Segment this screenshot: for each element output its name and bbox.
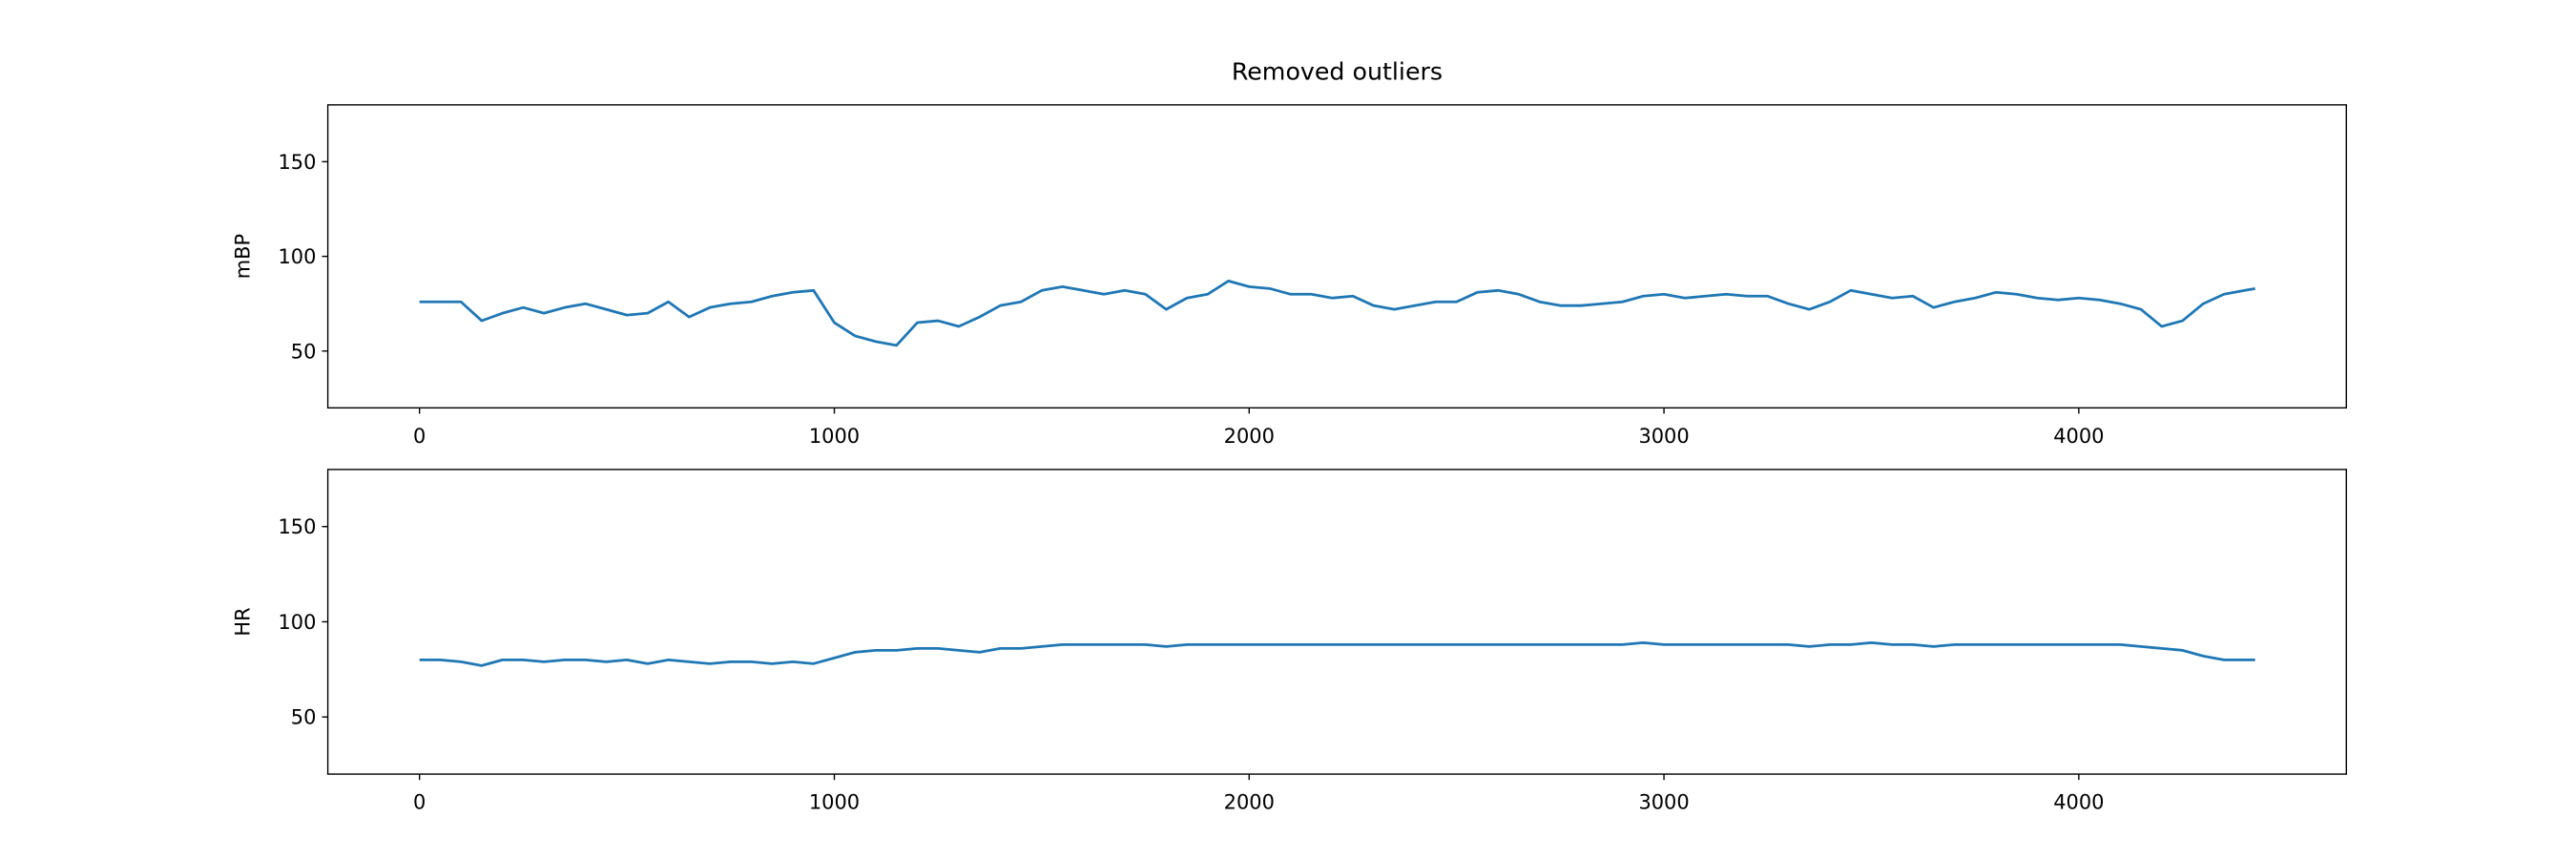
x-tick-label: 0 (413, 425, 426, 448)
y-axis-label: mBP (232, 234, 255, 279)
x-tick-label: 0 (413, 791, 426, 814)
axes-frame (326, 104, 2347, 409)
x-tick-label: 4000 (2053, 425, 2104, 448)
x-tick-label: 3000 (1638, 791, 1689, 814)
y-tick-label: 100 (278, 611, 316, 634)
y-tick-label: 150 (278, 515, 316, 538)
x-tick-label: 2000 (1224, 791, 1275, 814)
axes-frame (326, 469, 2347, 775)
y-tick-label: 100 (278, 245, 316, 268)
y-tick-label: 150 (278, 151, 316, 174)
x-tick-label: 3000 (1638, 425, 1689, 448)
chart-title: Removed outliers (1232, 58, 1443, 86)
x-tick-label: 2000 (1224, 425, 1275, 448)
x-tick-label: 1000 (809, 791, 860, 814)
x-tick-label: 1000 (809, 425, 860, 448)
x-tick-label: 4000 (2053, 791, 2104, 814)
data-line (419, 280, 2255, 347)
y-tick-label: 50 (291, 340, 317, 363)
y-axis-label: HR (232, 607, 255, 636)
y-tick-label: 50 (291, 706, 317, 729)
data-line (419, 641, 2255, 667)
